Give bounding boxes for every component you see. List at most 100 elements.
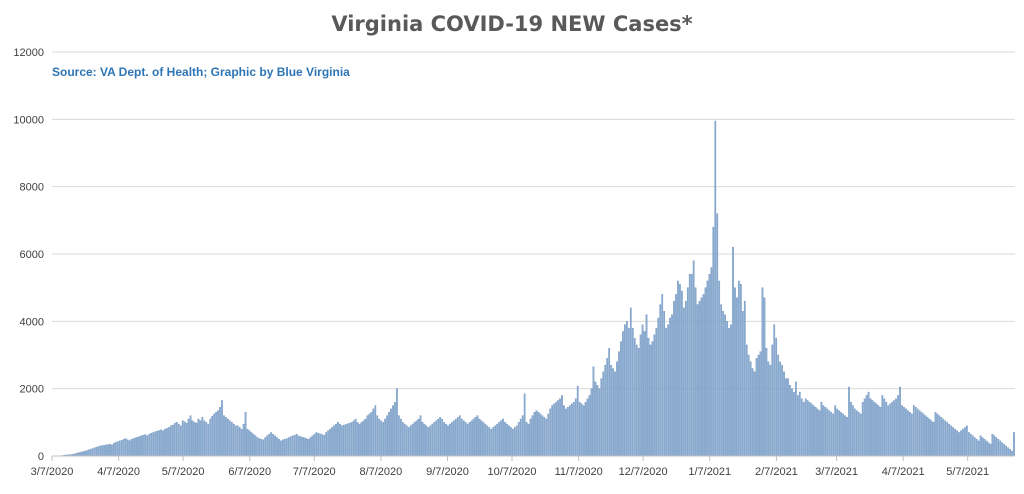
- bar: [195, 422, 198, 457]
- bar: [229, 420, 231, 457]
- bar: [905, 408, 907, 457]
- bar: [816, 408, 819, 457]
- bar: [932, 422, 935, 457]
- bar: [388, 412, 390, 457]
- bar: [759, 351, 762, 457]
- bar: [368, 413, 371, 457]
- bar: [134, 437, 137, 457]
- bar: [604, 364, 607, 457]
- bar: [633, 338, 636, 457]
- x-tick-label: 10/7/2020: [488, 466, 537, 478]
- bar: [187, 418, 190, 457]
- bar: [207, 423, 210, 457]
- bar: [508, 425, 510, 457]
- bar: [1009, 449, 1011, 457]
- bar: [175, 422, 178, 457]
- bar: [185, 422, 188, 457]
- bar: [405, 425, 408, 457]
- bar: [234, 425, 237, 457]
- bar: [826, 408, 829, 457]
- bar: [148, 433, 151, 457]
- bar: [946, 422, 949, 457]
- bar: [681, 290, 683, 457]
- bar: [413, 422, 416, 457]
- bar: [339, 423, 341, 457]
- bar: [352, 420, 355, 457]
- bar: [684, 300, 687, 457]
- bar: [1003, 444, 1006, 457]
- bar: [708, 274, 711, 457]
- bar: [541, 415, 544, 457]
- bar: [665, 327, 667, 457]
- bar: [793, 391, 795, 457]
- bar: [244, 412, 247, 457]
- bar: [472, 418, 475, 457]
- bar: [600, 378, 603, 457]
- bar: [417, 418, 420, 457]
- bar: [649, 344, 652, 457]
- bar: [891, 401, 894, 457]
- bar: [853, 408, 856, 457]
- bar: [394, 401, 396, 457]
- bar: [545, 418, 548, 457]
- bar: [460, 418, 463, 457]
- bar: [924, 415, 927, 457]
- y-tick-label: 2000: [20, 384, 44, 396]
- bar: [152, 432, 155, 457]
- bar: [93, 447, 96, 457]
- bar: [934, 412, 937, 457]
- bar: [675, 294, 677, 457]
- bar: [753, 371, 756, 457]
- bar: [677, 280, 679, 457]
- bar: [79, 452, 82, 457]
- bar: [551, 405, 554, 457]
- bar: [299, 436, 302, 457]
- bar: [789, 385, 791, 457]
- bar: [317, 432, 320, 457]
- bar: [732, 247, 734, 457]
- bar: [382, 422, 385, 457]
- bar: [893, 400, 895, 457]
- bar: [967, 432, 970, 457]
- bar: [411, 423, 414, 457]
- bar: [136, 436, 139, 457]
- bar: [462, 420, 465, 457]
- bar: [629, 307, 632, 457]
- bar: [476, 415, 479, 457]
- bar: [376, 415, 379, 457]
- bar: [173, 422, 176, 457]
- bar: [561, 395, 563, 457]
- bar: [441, 418, 443, 457]
- y-axis-ticks: 0 2000 4000 6000 8000 10000 12000: [13, 47, 44, 463]
- bar: [901, 405, 903, 457]
- x-tick-label: 7/7/2020: [293, 466, 336, 478]
- bar: [331, 427, 333, 457]
- bar: [327, 430, 329, 457]
- bar: [661, 294, 664, 457]
- bar: [798, 391, 801, 457]
- bar: [991, 433, 994, 457]
- bar: [741, 311, 744, 457]
- bar: [673, 300, 675, 457]
- bar: [158, 430, 160, 457]
- chart-annotation: Source: VA Dept. of Health; Graphic by B…: [52, 65, 350, 79]
- bar: [879, 407, 882, 457]
- bar: [211, 416, 214, 457]
- bar: [289, 436, 292, 457]
- bar: [447, 425, 449, 457]
- chart-title: Virginia COVID-19 NEW Cases*: [331, 12, 692, 36]
- bar: [975, 439, 978, 457]
- bar: [227, 418, 229, 457]
- bar: [883, 398, 886, 457]
- x-tick-label: 3/7/2020: [31, 466, 74, 478]
- bar: [464, 422, 467, 457]
- bar: [246, 428, 249, 457]
- bar: [142, 434, 145, 457]
- bar: [861, 401, 864, 457]
- bar: [822, 405, 825, 457]
- bar: [916, 408, 919, 457]
- bar: [470, 420, 473, 457]
- bar: [236, 425, 239, 457]
- bar: [496, 423, 498, 457]
- bar: [539, 413, 542, 457]
